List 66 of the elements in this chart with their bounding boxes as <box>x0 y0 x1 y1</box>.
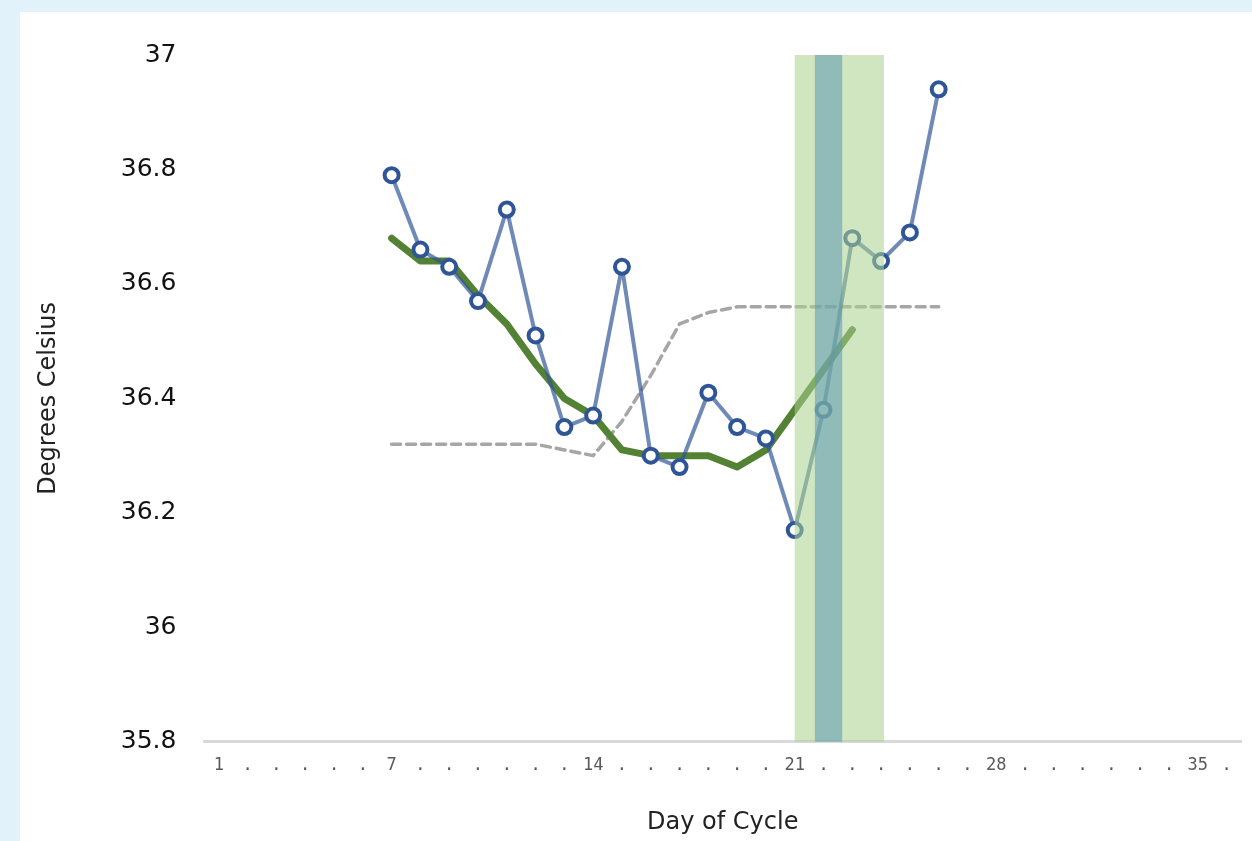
x-tick-label: . <box>933 754 944 775</box>
point <box>756 429 775 448</box>
x-tick-label: 28 <box>986 754 1007 775</box>
x-tick-label: . <box>1135 754 1146 775</box>
point <box>670 458 689 477</box>
point <box>468 292 487 311</box>
point <box>872 252 891 271</box>
x-tick-label: . <box>357 754 368 775</box>
x-tick-label: 1 <box>213 754 224 775</box>
x-tick-label: . <box>530 754 541 775</box>
x-tick-label: 14 <box>582 754 604 775</box>
point <box>382 166 401 185</box>
point <box>584 406 603 425</box>
y-tick-label: 36.4 <box>120 381 177 411</box>
x-tick-label: . <box>1019 754 1031 775</box>
x-tick-label: . <box>559 754 570 775</box>
x-tick-label: . <box>1221 754 1232 775</box>
x-tick-label: . <box>472 754 484 775</box>
point <box>843 229 862 248</box>
x-tick-label: . <box>1163 754 1175 775</box>
point <box>411 240 430 259</box>
y-tick-label: 36.8 <box>120 152 177 182</box>
point <box>814 400 833 419</box>
x-tick-label: . <box>1077 754 1088 775</box>
point <box>526 326 545 345</box>
x-tick-label: . <box>616 754 628 775</box>
x-tick-label: . <box>847 754 858 775</box>
x-tick-label: . <box>703 754 714 775</box>
x-tick-label: . <box>732 754 743 775</box>
point <box>555 418 574 437</box>
x-tick-label: . <box>1048 754 1059 775</box>
x-tick-label: . <box>300 754 311 775</box>
x-tick-label: . <box>415 754 426 775</box>
x-tick-label: . <box>1106 754 1117 775</box>
y-tick-label: 37 <box>144 38 177 68</box>
x-tick-label: . <box>674 754 685 775</box>
point <box>699 383 718 402</box>
y-tick-label: 36 <box>144 610 177 640</box>
x-tick-label: . <box>271 754 282 775</box>
x-tick-label: 7 <box>386 754 397 775</box>
point <box>497 200 516 219</box>
point <box>900 223 919 242</box>
x-axis-title: Day of Cycle <box>647 806 799 835</box>
point <box>612 257 631 276</box>
line-series <box>389 305 941 458</box>
y-tick-label: 36.2 <box>120 496 177 526</box>
x-tick-label: . <box>962 754 973 775</box>
y-axis-title: Degrees Celsius <box>32 302 61 495</box>
x-tick-label: 21 <box>784 754 805 775</box>
y-tick-label: 36.6 <box>120 267 177 297</box>
point <box>440 257 459 276</box>
x-tick-label: . <box>444 754 455 775</box>
x-tick-label: . <box>818 754 829 775</box>
x-tick-label: . <box>242 754 253 775</box>
x-tick-label: . <box>328 754 340 775</box>
point <box>641 446 660 465</box>
x-tick-label: . <box>501 754 512 775</box>
y-tick-label: 35.8 <box>120 725 177 755</box>
point <box>785 521 804 540</box>
x-tick-label: . <box>875 754 887 775</box>
point <box>728 418 747 437</box>
x-tick-label: . <box>760 754 772 775</box>
x-tick-label: 35 <box>1187 754 1209 775</box>
point <box>929 80 948 99</box>
x-tick-label: . <box>645 754 656 775</box>
x-tick-label: . <box>904 754 916 775</box>
